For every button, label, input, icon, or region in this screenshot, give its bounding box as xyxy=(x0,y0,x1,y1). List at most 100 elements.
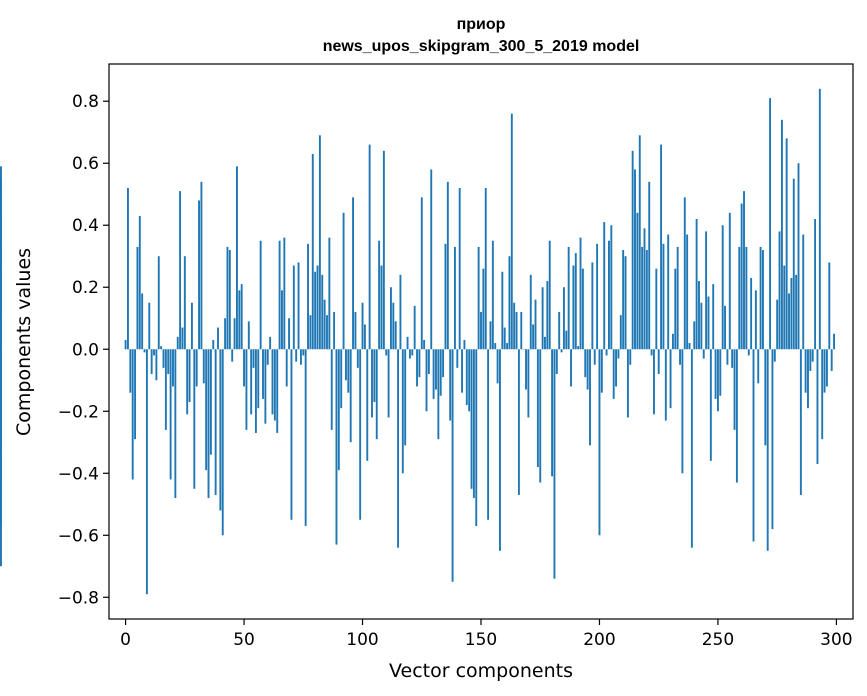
bar xyxy=(0,349,2,455)
bar xyxy=(371,349,373,418)
bar xyxy=(655,268,658,350)
bar xyxy=(217,327,219,350)
bar xyxy=(427,349,430,375)
bar xyxy=(728,212,731,350)
bar xyxy=(688,343,691,350)
bar xyxy=(548,240,551,350)
bar xyxy=(657,349,660,375)
bar xyxy=(747,349,750,356)
bar xyxy=(162,349,165,368)
bar xyxy=(833,333,835,350)
bar xyxy=(145,349,148,595)
bar xyxy=(257,349,260,409)
bar xyxy=(463,339,466,350)
bar xyxy=(683,197,686,350)
bar xyxy=(288,318,291,350)
bar xyxy=(693,321,696,350)
bar xyxy=(745,246,748,350)
bar xyxy=(401,349,404,474)
bars-group xyxy=(0,88,835,595)
bar xyxy=(224,318,227,350)
bar xyxy=(387,349,390,418)
bar xyxy=(411,349,414,356)
bar xyxy=(231,349,234,362)
bar xyxy=(385,349,388,356)
bar xyxy=(532,324,535,350)
bar xyxy=(501,271,504,350)
bar xyxy=(304,349,307,526)
bar xyxy=(503,327,506,350)
bar xyxy=(797,163,800,350)
bar xyxy=(733,349,736,430)
bar xyxy=(600,349,603,393)
bar xyxy=(714,349,717,399)
bar xyxy=(361,302,364,350)
x-tick-label: 250 xyxy=(702,630,734,650)
bar xyxy=(558,312,561,350)
bar xyxy=(138,215,141,350)
bar xyxy=(344,349,347,381)
y-axis-ticks: −0.8 −0.6 −0.4 −0.2 0.0 0.2 0.4 0.6 0.8 xyxy=(58,92,109,608)
bar xyxy=(437,349,440,440)
bar xyxy=(489,321,492,350)
x-tick-label: 150 xyxy=(465,630,497,650)
chart-subtitle: news_upos_skipgram_300_5_2019 model xyxy=(323,38,640,55)
bar xyxy=(494,343,497,350)
bar xyxy=(735,349,738,483)
bar xyxy=(811,349,814,362)
x-tick-label: 200 xyxy=(583,630,615,650)
bar xyxy=(375,349,378,440)
bar xyxy=(202,349,205,384)
bar xyxy=(785,138,788,350)
bar xyxy=(477,246,480,350)
bar xyxy=(245,349,248,430)
bar xyxy=(686,234,689,350)
bar xyxy=(219,349,222,511)
bar xyxy=(337,349,340,471)
bar xyxy=(240,284,243,350)
bar xyxy=(273,349,276,421)
bar xyxy=(390,287,392,350)
y-tick-label: 0.4 xyxy=(72,216,99,236)
bar xyxy=(228,250,231,350)
bar xyxy=(423,339,426,350)
bar xyxy=(254,349,257,433)
bar xyxy=(641,246,644,350)
bar xyxy=(281,290,283,350)
bar xyxy=(809,349,812,371)
x-tick-label: 300 xyxy=(820,630,852,650)
bar xyxy=(330,349,333,430)
bar xyxy=(226,246,229,350)
bar xyxy=(612,349,615,399)
bar xyxy=(247,321,250,350)
bar xyxy=(472,349,475,499)
bar xyxy=(750,277,753,350)
bar xyxy=(238,290,241,350)
bar xyxy=(721,225,724,350)
bar xyxy=(352,197,354,350)
bar xyxy=(316,265,319,350)
bar xyxy=(617,349,620,359)
bar xyxy=(776,299,779,350)
bar xyxy=(624,256,627,350)
bar xyxy=(302,349,305,356)
bar xyxy=(757,349,760,384)
bar xyxy=(778,231,781,350)
bar xyxy=(181,327,184,350)
bar xyxy=(465,349,468,406)
x-axis-ticks: 0 50 100 150 200 250 300 xyxy=(120,619,853,650)
bar xyxy=(816,349,819,464)
bar xyxy=(610,225,613,350)
bar xyxy=(795,274,798,350)
bar xyxy=(660,144,663,350)
bar xyxy=(506,343,509,350)
bar xyxy=(264,349,267,424)
bar xyxy=(461,349,463,393)
bar xyxy=(719,349,722,396)
bar xyxy=(586,349,589,390)
bar xyxy=(769,98,772,350)
bar xyxy=(262,349,264,399)
bar xyxy=(544,336,546,350)
bar xyxy=(726,349,729,365)
